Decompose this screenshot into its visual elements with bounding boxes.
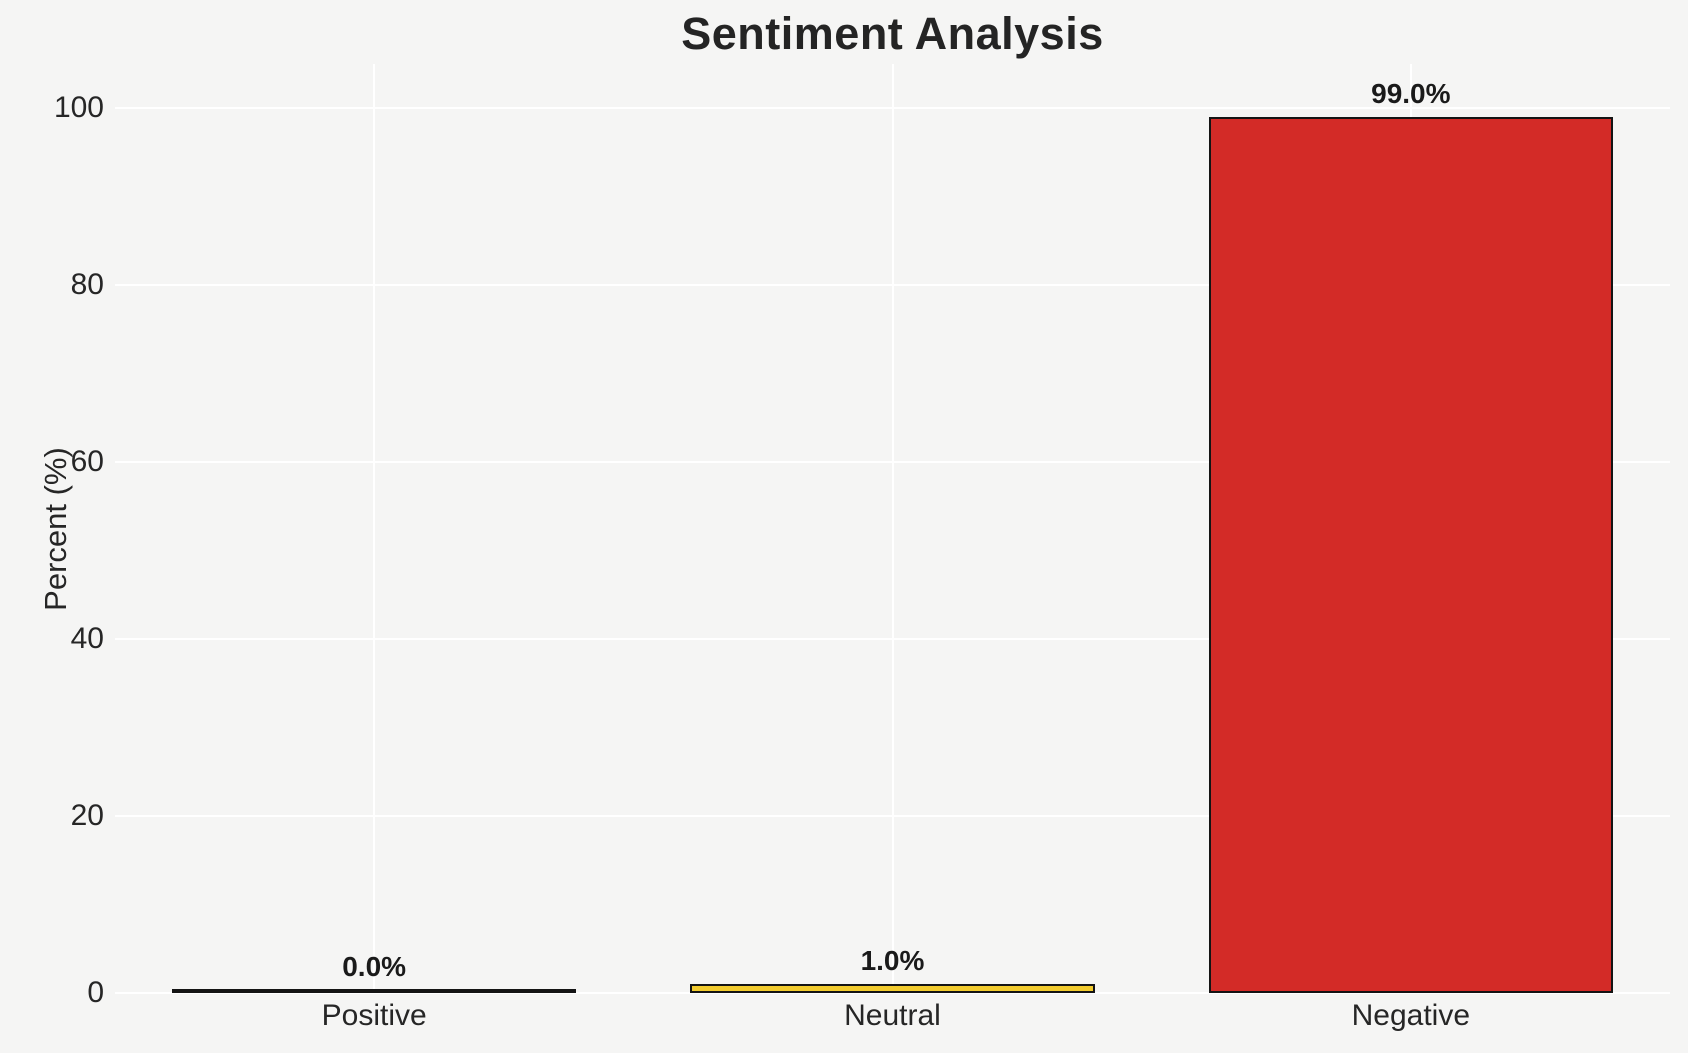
bar-value-label: 99.0% (1371, 78, 1451, 110)
plot-area: 0.0% 1.0% 99.0% (115, 64, 1670, 994)
y-tick-label: 20 (70, 799, 104, 833)
vertical-gridline (891, 64, 894, 993)
x-tick-label-positive: Positive (321, 999, 427, 1032)
bar-value-label: 0.0% (342, 951, 407, 982)
y-tick-label: 100 (53, 91, 104, 125)
y-tick-label: 0 (87, 976, 104, 1009)
x-tick-label-negative: Negative (1351, 999, 1471, 1032)
bar-positive (172, 989, 577, 993)
bar-neutral (690, 984, 1095, 993)
horizontal-gridline (115, 992, 1670, 994)
y-tick-label: 80 (70, 268, 104, 302)
y-tick-label: 40 (70, 622, 104, 656)
y-tick-label: 60 (70, 445, 104, 479)
chart-title: Sentiment Analysis (681, 8, 1104, 59)
vertical-gridline (373, 64, 376, 993)
bar-value-label: 1.0% (860, 945, 925, 977)
x-tick-label-neutral: Neutral (844, 999, 941, 1032)
bar-negative (1208, 117, 1613, 993)
